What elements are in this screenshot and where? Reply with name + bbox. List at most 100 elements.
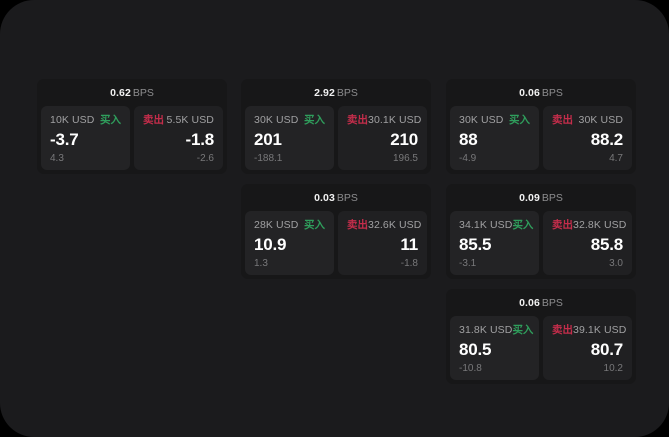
bps-value: 2.92 xyxy=(314,87,335,99)
quote-card[interactable]: 0.06 BPS 31.8K USD 买入 80.5 -10.8 卖出 xyxy=(446,289,636,384)
bps-value: 0.03 xyxy=(314,192,335,204)
buy-action-label: 买入 xyxy=(100,114,121,126)
buy-side-header: 30K USD 买入 xyxy=(459,113,530,127)
bps-unit-label: BPS xyxy=(336,192,358,204)
sell-side-header: 卖出 32.6K USD xyxy=(347,218,422,232)
sell-side-panel[interactable]: 卖出 5.5K USD -1.8 -2.6 xyxy=(134,106,223,170)
sell-price-value: -1.8 xyxy=(185,130,215,149)
sell-delta-value: 10.2 xyxy=(603,363,623,374)
buy-delta-value: -188.1 xyxy=(254,153,283,164)
quote-card[interactable]: 0.03 BPS 28K USD 买入 10.9 1.3 卖出 xyxy=(241,184,431,279)
sell-action-label: 卖出 xyxy=(143,114,164,126)
sell-side-panel[interactable]: 卖出 30.1K USD 210 196.5 xyxy=(338,106,427,170)
sell-action-label: 卖出 xyxy=(552,114,573,126)
sell-side-header: 卖出 32.8K USD xyxy=(552,218,627,232)
card-sides: 31.8K USD 买入 80.5 -10.8 卖出 39.1K USD 80.… xyxy=(450,316,632,380)
card-header: 0.62 BPS xyxy=(41,85,223,102)
card-sides: 28K USD 买入 10.9 1.3 卖出 32.6K USD 11 -1.8 xyxy=(245,211,427,275)
bps-value: 0.06 xyxy=(519,87,540,99)
buy-side-panel[interactable]: 30K USD 买入 201 -188.1 xyxy=(245,106,334,170)
sell-action-label: 卖出 xyxy=(347,114,368,126)
buy-price-value: 85.5 xyxy=(459,235,492,254)
buy-quantity-label: 30K USD xyxy=(254,113,299,126)
sell-side-panel[interactable]: 卖出 32.8K USD 85.8 3.0 xyxy=(543,211,632,275)
card-header: 0.09 BPS xyxy=(450,190,632,207)
buy-price-value: 10.9 xyxy=(254,235,287,254)
quote-card[interactable]: 0.06 BPS 30K USD 买入 88 -4.9 卖出 xyxy=(446,79,636,174)
buy-side-panel[interactable]: 30K USD 买入 88 -4.9 xyxy=(450,106,539,170)
quote-card-board: 0.62 BPS 10K USD 买入 -3.7 4.3 卖出 xyxy=(37,79,638,389)
buy-side-header: 10K USD 买入 xyxy=(50,113,121,127)
bps-value: 0.06 xyxy=(519,297,540,309)
buy-side-panel[interactable]: 28K USD 买入 10.9 1.3 xyxy=(245,211,334,275)
buy-quantity-label: 34.1K USD xyxy=(459,218,513,231)
buy-price-value: -3.7 xyxy=(50,130,79,149)
sell-delta-value: -2.6 xyxy=(196,153,214,164)
buy-side-header: 31.8K USD 买入 xyxy=(459,323,534,337)
buy-action-label: 买入 xyxy=(509,114,530,126)
sell-side-header: 卖出 30.1K USD xyxy=(347,113,422,127)
buy-delta-value: 1.3 xyxy=(254,258,268,269)
card-sides: 30K USD 买入 88 -4.9 卖出 30K USD 88.2 4.7 xyxy=(450,106,632,170)
sell-side-panel[interactable]: 卖出 32.6K USD 11 -1.8 xyxy=(338,211,427,275)
card-header: 2.92 BPS xyxy=(245,85,427,102)
buy-delta-value: 4.3 xyxy=(50,153,64,164)
buy-quantity-label: 10K USD xyxy=(50,113,95,126)
sell-side-header: 卖出 30K USD xyxy=(552,113,623,127)
sell-delta-value: -1.8 xyxy=(400,258,418,269)
quote-card[interactable]: 2.92 BPS 30K USD 买入 201 -188.1 卖出 xyxy=(241,79,431,174)
buy-quantity-label: 28K USD xyxy=(254,218,299,231)
sell-delta-value: 4.7 xyxy=(609,153,623,164)
buy-delta-value: -3.1 xyxy=(459,258,477,269)
card-header: 0.06 BPS xyxy=(450,85,632,102)
sell-delta-value: 196.5 xyxy=(392,153,418,164)
sell-price-value: 80.7 xyxy=(590,340,623,359)
buy-delta-value: -10.8 xyxy=(459,363,482,374)
buy-quantity-label: 30K USD xyxy=(459,113,504,126)
card-sides: 30K USD 买入 201 -188.1 卖出 30.1K USD 210 1… xyxy=(245,106,427,170)
buy-action-label: 买入 xyxy=(304,219,325,231)
card-sides: 34.1K USD 买入 85.5 -3.1 卖出 32.8K USD 85.8… xyxy=(450,211,632,275)
sell-price-value: 85.8 xyxy=(590,235,623,254)
card-sides: 10K USD 买入 -3.7 4.3 卖出 5.5K USD -1.8 -2.… xyxy=(41,106,223,170)
sell-delta-value: 3.0 xyxy=(609,258,623,269)
buy-side-panel[interactable]: 31.8K USD 买入 80.5 -10.8 xyxy=(450,316,539,380)
bps-value: 0.62 xyxy=(110,87,131,99)
buy-side-panel[interactable]: 34.1K USD 买入 85.5 -3.1 xyxy=(450,211,539,275)
sell-quantity-label: 32.8K USD xyxy=(573,218,627,231)
sell-price-value: 11 xyxy=(400,235,418,254)
quote-card[interactable]: 0.62 BPS 10K USD 买入 -3.7 4.3 卖出 xyxy=(37,79,227,174)
bps-unit-label: BPS xyxy=(336,87,358,99)
buy-action-label: 买入 xyxy=(304,114,325,126)
buy-side-panel[interactable]: 10K USD 买入 -3.7 4.3 xyxy=(41,106,130,170)
buy-delta-value: -4.9 xyxy=(459,153,477,164)
bps-unit-label: BPS xyxy=(541,192,563,204)
buy-quantity-label: 31.8K USD xyxy=(459,323,513,336)
sell-quantity-label: 5.5K USD xyxy=(166,113,214,126)
sell-side-header: 卖出 39.1K USD xyxy=(552,323,627,337)
sell-side-panel[interactable]: 卖出 30K USD 88.2 4.7 xyxy=(543,106,632,170)
sell-action-label: 卖出 xyxy=(347,219,368,231)
buy-side-header: 34.1K USD 买入 xyxy=(459,218,534,232)
sell-action-label: 卖出 xyxy=(552,219,573,231)
sell-quantity-label: 30.1K USD xyxy=(368,113,422,126)
buy-action-label: 买入 xyxy=(512,219,534,231)
sell-side-panel[interactable]: 卖出 39.1K USD 80.7 10.2 xyxy=(543,316,632,380)
sell-price-value: 88.2 xyxy=(590,130,623,149)
sell-price-value: 210 xyxy=(390,130,418,149)
sell-action-label: 卖出 xyxy=(552,324,573,336)
buy-price-value: 201 xyxy=(254,130,282,149)
sell-side-header: 卖出 5.5K USD xyxy=(143,113,214,127)
bps-value: 0.09 xyxy=(519,192,540,204)
buy-side-header: 30K USD 买入 xyxy=(254,113,325,127)
bps-unit-label: BPS xyxy=(541,297,563,309)
sell-quantity-label: 30K USD xyxy=(578,113,623,126)
buy-price-value: 88 xyxy=(459,130,478,149)
sell-quantity-label: 39.1K USD xyxy=(573,323,627,336)
quote-card[interactable]: 0.09 BPS 34.1K USD 买入 85.5 -3.1 卖出 xyxy=(446,184,636,279)
buy-action-label: 买入 xyxy=(512,324,534,336)
card-header: 0.06 BPS xyxy=(450,295,632,312)
card-header: 0.03 BPS xyxy=(245,190,427,207)
sell-quantity-label: 32.6K USD xyxy=(368,218,422,231)
